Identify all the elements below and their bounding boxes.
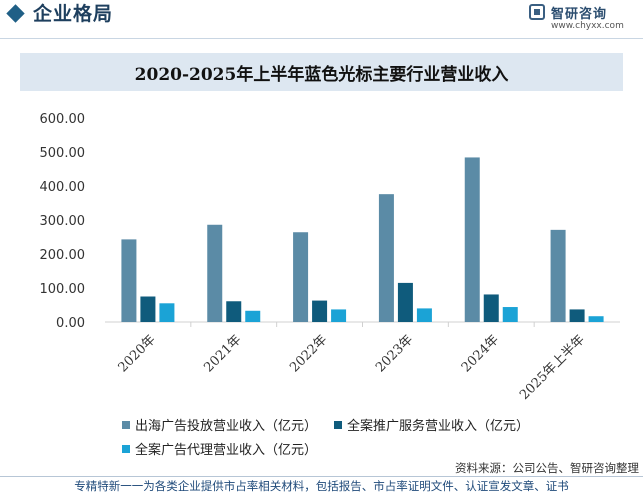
bar-series-2 [569, 309, 585, 322]
y-tick-label: 0.00 [56, 316, 85, 331]
footer-divider [0, 476, 643, 477]
header-divider [0, 38, 643, 39]
bar-series-2 [226, 301, 242, 322]
bar-series-3 [245, 310, 261, 322]
brand-logo-icon [529, 4, 545, 20]
legend-item-series-3: 全案广告代理营业收入（亿元） [122, 439, 317, 458]
x-tick-label: 2021年 [201, 332, 244, 375]
bar-series-1 [464, 157, 480, 322]
brand-url: www.chyxx.com [551, 21, 624, 31]
legend-item-series-2: 全案推广服务营业收入（亿元） [334, 415, 529, 434]
legend-swatch-series-3 [122, 444, 130, 453]
chart-title: 2020-2025年上半年蓝色光标主要行业营业收入 [134, 64, 509, 85]
legend-swatch-series-2 [334, 420, 342, 429]
y-tick-label: 400.00 [40, 180, 86, 195]
bar-series-2 [483, 294, 499, 322]
legend-label-series-1: 出海广告投放营业收入（亿元） [135, 419, 318, 434]
x-tick-label: 2023年 [373, 332, 416, 375]
header: 企业格局 智研咨询 www.chyxx.com [0, 0, 643, 34]
bar-series-2 [397, 282, 413, 322]
legend-item-series-1: 出海广告投放营业收入（亿元） [122, 415, 317, 434]
footer-text: 专精特新一一为各类企业提供市占率相关材料，包括报告、市占率证明文件、认证宣发文章… [74, 479, 569, 493]
bar-series-1 [293, 232, 309, 322]
bar-series-1 [207, 224, 223, 322]
bar-series-3 [502, 307, 518, 322]
legend-label-series-2: 全案推广服务营业收入（亿元） [347, 419, 530, 434]
section-title: 企业格局 [33, 3, 114, 25]
bar-series-1 [378, 194, 394, 322]
data-source: 资料来源：公司公告、智研咨询整理 [455, 461, 639, 475]
bar-series-2 [140, 296, 156, 322]
bar-series-3 [159, 303, 175, 322]
brand-name: 智研咨询 [551, 7, 608, 22]
legend-label-series-3: 全案广告代理营业收入（亿元） [135, 443, 318, 458]
brand-logo-block: 智研咨询 www.chyxx.com [529, 3, 629, 33]
x-tick-label: 2024年 [459, 332, 502, 375]
legend-swatch-series-1 [122, 420, 130, 429]
chart-title-box: 2020-2025年上半年蓝色光标主要行业营业收入 [20, 53, 623, 91]
y-tick-label: 200.00 [40, 248, 86, 263]
y-tick-label: 100.00 [40, 282, 86, 297]
bar-series-3 [416, 308, 432, 322]
bar-series-3 [331, 309, 347, 322]
y-tick-label: 300.00 [40, 214, 86, 229]
y-tick-label: 600.00 [40, 112, 86, 127]
bar-series-1 [121, 239, 137, 322]
x-tick-label: 2022年 [287, 332, 330, 375]
x-tick-label: 2025年上半年 [517, 332, 588, 403]
bar-series-3 [588, 316, 604, 322]
x-tick-label: 2020年 [116, 332, 159, 375]
y-tick-label: 500.00 [40, 146, 86, 161]
bar-series-2 [312, 300, 328, 322]
bar-series-1 [550, 229, 566, 322]
